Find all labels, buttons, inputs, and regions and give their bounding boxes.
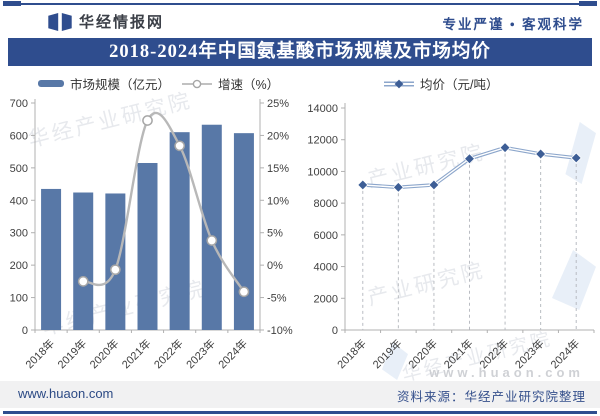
avg-price-chart: 0 2000 4000 6000 8000 10000 12000 14000 2018年 201…: [307, 103, 595, 371]
svg-text:0%: 0%: [267, 260, 283, 272]
svg-text:-5%: -5%: [267, 293, 287, 305]
svg-text:0: 0: [332, 325, 338, 337]
svg-text:2023年: 2023年: [512, 336, 547, 371]
bar-swatch-icon: [38, 80, 64, 87]
svg-text:4000: 4000: [314, 262, 338, 274]
brand-logo-icon: [48, 12, 72, 31]
svg-text:0: 0: [22, 325, 28, 337]
svg-text:100: 100: [10, 293, 28, 305]
svg-text:2019年: 2019年: [369, 336, 404, 371]
svg-text:2024年: 2024年: [215, 336, 250, 371]
line-diamond-swatch-icon: [384, 79, 414, 88]
legend-avg-price-label: 均价（元/吨）: [420, 78, 499, 92]
svg-text:6000: 6000: [314, 230, 338, 242]
legend-avg-price: 均价（元/吨）: [384, 74, 498, 93]
svg-text:2020年: 2020年: [405, 336, 440, 371]
svg-text:14000: 14000: [307, 103, 338, 115]
svg-text:2020年: 2020年: [86, 336, 121, 371]
svg-text:2018年: 2018年: [334, 336, 369, 371]
header-slogan: 专业严谨 • 客观科学: [442, 17, 584, 32]
footer-bar: [0, 381, 600, 408]
axes: [341, 103, 595, 333]
svg-text:10000: 10000: [307, 166, 338, 178]
svg-text:500: 500: [10, 163, 28, 175]
legend-growth-label: 增速（%）: [218, 78, 280, 92]
brand-name: 华经情报网: [79, 15, 165, 31]
svg-text:2024年: 2024年: [547, 336, 582, 371]
svg-text:10%: 10%: [267, 195, 289, 207]
legend-market-size: 市场规模（亿元）: [38, 74, 170, 93]
svg-text:700: 700: [10, 98, 28, 110]
brand: 华经情报网: [48, 11, 164, 32]
svg-text:2000: 2000: [314, 293, 338, 305]
svg-text:600: 600: [10, 130, 28, 142]
svg-text:15%: 15%: [267, 163, 289, 175]
page-title: 2018-2024年中国氨基酸市场规模及市场均价: [8, 38, 592, 66]
svg-text:2021年: 2021年: [119, 336, 154, 371]
svg-text:5%: 5%: [267, 228, 283, 240]
top-border-cap-right: [579, 1, 597, 6]
svg-text:-10%: -10%: [267, 325, 293, 337]
svg-text:8000: 8000: [314, 198, 338, 210]
svg-text:2022年: 2022年: [151, 336, 186, 371]
line-circle-swatch-icon: [182, 79, 212, 88]
footer-source: 资料来源：华经产业研究院整理: [396, 390, 586, 404]
drop-lines: [362, 153, 577, 330]
bottom-border-line: [3, 411, 597, 414]
svg-text:400: 400: [10, 195, 28, 207]
svg-text:200: 200: [10, 260, 28, 272]
svg-text:2023年: 2023年: [183, 336, 218, 371]
legend-market-size-label: 市场规模（亿元）: [70, 78, 171, 92]
svg-text:2018年: 2018年: [22, 336, 57, 371]
top-border-line: [8, 3, 592, 5]
legend-growth: 增速（%）: [182, 74, 279, 93]
svg-text:12000: 12000: [307, 135, 338, 147]
price-markers: [357, 142, 582, 193]
market-size-growth-chart: 0 100 200 300 400 500 600 700 -10% -5% 0% 5% 10% 15% 2…: [10, 98, 293, 371]
svg-text:2019年: 2019年: [54, 336, 89, 371]
svg-text:20%: 20%: [267, 130, 289, 142]
footer-site-url: www.huaon.com: [18, 386, 114, 401]
svg-text:300: 300: [10, 228, 28, 240]
svg-text:2021年: 2021年: [441, 336, 476, 371]
svg-text:25%: 25%: [267, 98, 289, 110]
growth-markers: [77, 115, 250, 298]
bars: [41, 124, 254, 330]
svg-text:2022年: 2022年: [476, 336, 511, 371]
